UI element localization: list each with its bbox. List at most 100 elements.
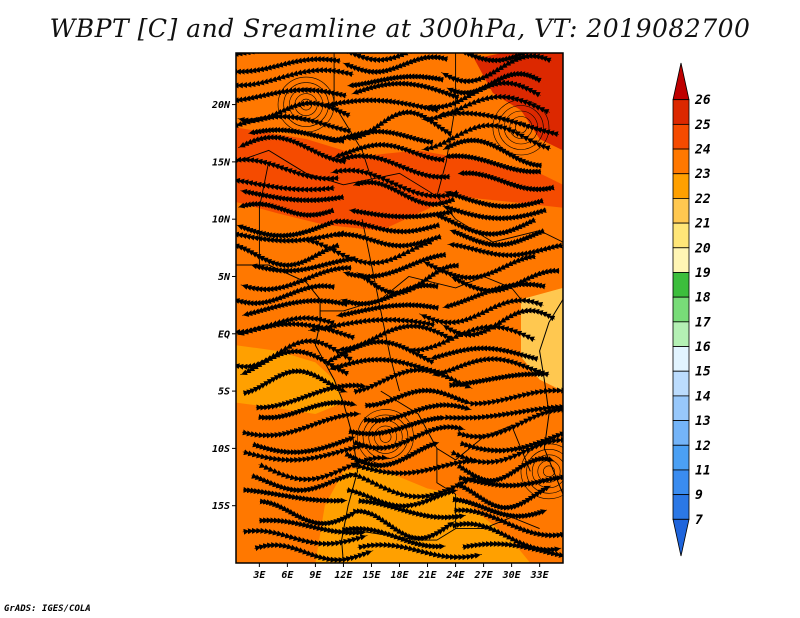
streamline xyxy=(442,205,547,222)
x-tick-label: 21E xyxy=(417,570,437,581)
streamline xyxy=(236,156,340,182)
streamline xyxy=(236,219,334,239)
colorbar-label: 23 xyxy=(694,167,711,182)
colorbar-swatch xyxy=(672,395,690,421)
streamline xyxy=(252,436,356,456)
country-borders xyxy=(236,53,563,563)
colorbar-swatch xyxy=(672,148,690,175)
vortex-ring xyxy=(300,98,312,111)
colorbar-swatch xyxy=(672,198,690,224)
colorbar-swatch xyxy=(672,518,690,557)
vortex-ring xyxy=(509,116,533,139)
streamline xyxy=(339,53,455,64)
country-border xyxy=(436,53,457,197)
streamline xyxy=(236,314,336,336)
streamline xyxy=(344,109,453,142)
colorbar-swatch xyxy=(672,296,690,323)
x-tick-label: 33E xyxy=(530,570,550,581)
vortex-ring xyxy=(498,105,544,150)
vortex-ring xyxy=(294,93,318,116)
colorbar-label: 24 xyxy=(694,143,711,158)
x-tick-label: 24E xyxy=(446,570,466,581)
colorbar-swatch xyxy=(672,370,690,397)
colorbar-swatch xyxy=(672,444,690,471)
streamline xyxy=(347,73,444,89)
vortex-ring xyxy=(288,87,324,122)
streamline xyxy=(236,56,341,75)
colorbar-label: 26 xyxy=(694,93,711,108)
streamline xyxy=(238,200,335,219)
x-tick-label: 12E xyxy=(334,570,353,581)
colorbar-swatch xyxy=(672,272,690,298)
streamline xyxy=(469,387,563,407)
country-border xyxy=(343,516,540,541)
streamline xyxy=(237,100,351,124)
vortex-ring xyxy=(531,454,563,489)
chart-title: WBPT [C] and Sreamline at 300hPa, VT: 20… xyxy=(49,14,751,43)
streamline xyxy=(444,190,544,210)
streamline xyxy=(236,337,353,370)
vortex-ring xyxy=(503,110,539,145)
vortex-ring xyxy=(515,121,527,134)
vortex-ring xyxy=(368,420,403,454)
y-tick-label: 15S xyxy=(212,501,230,512)
vortex-ring xyxy=(526,449,563,494)
colorbar-swatch xyxy=(672,346,690,372)
streamlines xyxy=(236,53,563,563)
grads-credit: GrADS: IGES/COLA xyxy=(4,604,91,614)
colorbar-label: 20 xyxy=(694,241,711,256)
streamline xyxy=(240,188,345,204)
vortex-ring xyxy=(283,82,329,127)
coastline xyxy=(539,299,563,495)
colorbar-swatch xyxy=(672,123,690,150)
streamline xyxy=(444,403,563,421)
x-tick-label: 9E xyxy=(309,570,322,581)
country-border xyxy=(436,448,457,529)
streamline xyxy=(450,267,560,294)
country-border xyxy=(258,161,270,265)
y-axis: 20N 15N 10N 5N EQ 5S 10S 15S xyxy=(211,100,236,512)
colorbar-label: 15 xyxy=(695,365,711,380)
colorbar-label: 18 xyxy=(695,291,711,306)
colorbar-swatch xyxy=(672,321,690,347)
colorbar-swatch xyxy=(672,99,690,125)
streamline xyxy=(332,231,442,249)
y-tick-label: 15N xyxy=(212,157,231,168)
colorbar-swatch xyxy=(672,494,690,520)
colorbar-swatch xyxy=(672,222,690,249)
country-border xyxy=(236,149,563,243)
vortex-ring xyxy=(373,425,397,449)
streamline xyxy=(353,423,466,452)
colorbar-label: 25 xyxy=(694,118,711,133)
colorbar-swatch xyxy=(672,420,690,446)
colorbar-label: 14 xyxy=(695,389,711,404)
vortex-ring xyxy=(362,414,409,460)
country-border xyxy=(361,219,400,392)
colorbar-label: 11 xyxy=(695,463,711,478)
country-border xyxy=(320,276,522,312)
vortex-ring xyxy=(357,409,414,465)
streamline xyxy=(461,53,563,64)
vortex-ring xyxy=(379,431,392,443)
y-tick-label: 10N xyxy=(212,215,231,226)
vortex-ring xyxy=(492,99,550,156)
colorbar-label: 13 xyxy=(695,414,711,429)
colorbar-swatch xyxy=(672,173,690,199)
x-tick-label: 3E xyxy=(252,570,266,581)
colorbar-label: 21 xyxy=(694,217,711,232)
colorbar-swatch xyxy=(672,247,690,273)
country-border xyxy=(333,53,372,180)
colorbar-swatch xyxy=(672,62,690,101)
coastline xyxy=(236,264,359,563)
colorbar-label: 9 xyxy=(695,488,703,503)
vortex-ring xyxy=(543,465,555,478)
wbpt-field xyxy=(236,53,563,563)
x-tick-label: 27E xyxy=(474,570,494,581)
colorbar-label: 12 xyxy=(695,439,711,454)
x-tick-label: 15E xyxy=(362,570,381,581)
y-tick-label: EQ xyxy=(218,329,230,340)
colorbar-label: 19 xyxy=(695,266,711,281)
streamline xyxy=(236,86,347,104)
x-tick-label: 18E xyxy=(390,570,409,581)
